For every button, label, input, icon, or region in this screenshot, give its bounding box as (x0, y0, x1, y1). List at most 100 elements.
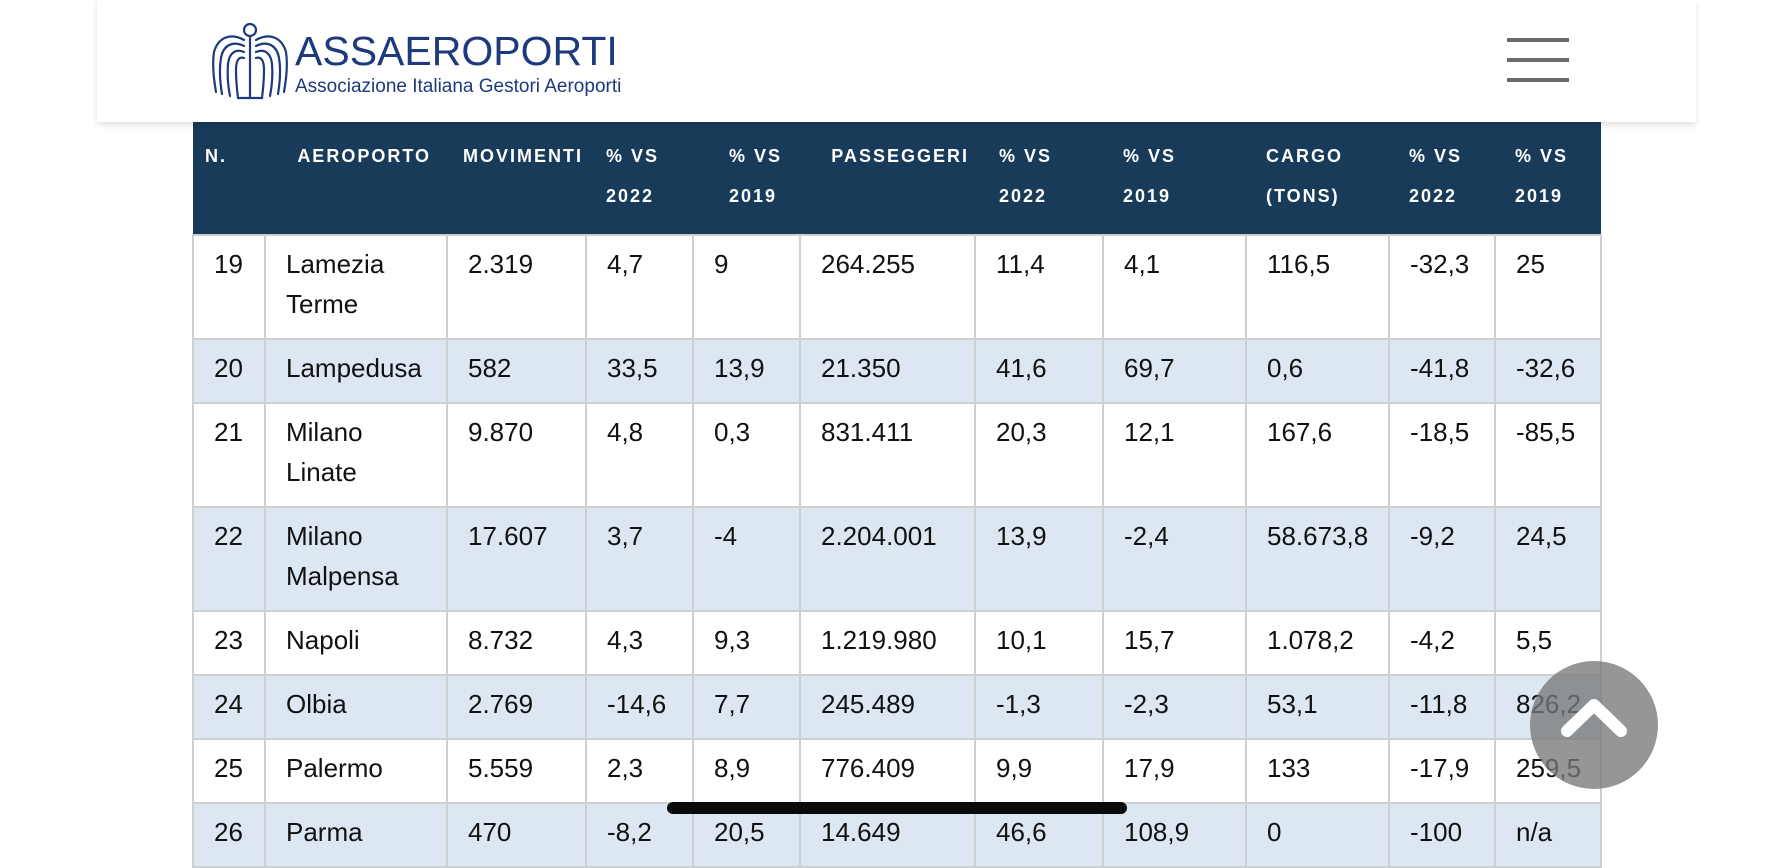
table-cell: 4,8 (585, 402, 694, 508)
column-header-label: % VS (999, 146, 1053, 166)
table-cell: 11,4 (974, 234, 1104, 340)
table-cell: -32,3 (1388, 234, 1496, 340)
table-cell: 2.204.001 (799, 506, 976, 612)
table-cell: 10,1 (974, 610, 1104, 676)
table-cell: 3,7 (585, 506, 694, 612)
column-header: MOVIMENTI (447, 122, 586, 235)
row-number: 22 (192, 506, 266, 612)
table-cell: 15,7 (1102, 610, 1247, 676)
table-cell: 245.489 (799, 674, 976, 740)
column-header-label: AEROPORTO (297, 146, 431, 166)
column-header-label: % VS (606, 146, 660, 166)
column-header-label: 2022 (606, 186, 655, 206)
table-cell: 0 (1245, 802, 1390, 868)
row-number: 19 (192, 234, 266, 340)
table-cell: 12,1 (1102, 402, 1247, 508)
column-header-label: 2019 (1515, 186, 1564, 206)
table-row: 19 Lamezia Terme 2.319 4,7 9 264.255 11,4 4,1 11… (192, 234, 1602, 340)
table-cell: 2,3 (585, 738, 694, 804)
home-indicator[interactable] (667, 802, 1127, 814)
table-cell: -4 (692, 506, 801, 612)
table-row: 24 Olbia 2.769 -14,6 7,7 245.489 -1,3 -2,3 53,1-… (192, 674, 1602, 740)
table-cell: 9.870 (446, 402, 587, 508)
table-cell: 116,5 (1245, 234, 1390, 340)
table-cell: -1,3 (974, 674, 1104, 740)
airport-name: Napoli (264, 610, 448, 676)
table-cell: 9,3 (692, 610, 801, 676)
table-cell: 33,5 (585, 338, 694, 404)
table-cell: 9 (692, 234, 801, 340)
table-cell: -14,6 (585, 674, 694, 740)
chevron-up-icon (1561, 699, 1627, 737)
column-header-label: (TONS) (1266, 186, 1340, 206)
table-cell: -17,9 (1388, 738, 1496, 804)
column-header: N. (193, 122, 265, 235)
column-header-label: 2022 (1409, 186, 1458, 206)
table-cell: 4,7 (585, 234, 694, 340)
table-cell: 776.409 (799, 738, 976, 804)
column-header: CARGO (TONS) (1246, 122, 1389, 235)
table-row: 23 Napoli 8.732 4,3 9,3 1.219.980 10,1 15,7 1.07… (192, 610, 1602, 676)
site-header: ASSAEROPORTI Associazione Italiana Gesto… (97, 0, 1696, 122)
table-row: 21 Milano Linate 9.870 4,8 0,3 831.411 20,3 12,… (192, 402, 1602, 508)
column-header: % VS 2019 (1103, 122, 1246, 235)
table-cell: 133 (1245, 738, 1390, 804)
table-cell: -32,6 (1494, 338, 1602, 404)
column-header-label: % VS (1409, 146, 1463, 166)
table-row: 20 Lampedusa 582 33,5 13,9 21.350 41,6 69,7 0,6-… (192, 338, 1602, 404)
table-cell: 7,7 (692, 674, 801, 740)
column-header-label: % VS (1515, 146, 1569, 166)
column-header-label: 2022 (999, 186, 1048, 206)
table-cell: n/a (1494, 802, 1602, 868)
table-cell: 20,3 (974, 402, 1104, 508)
airport-name: Parma (264, 802, 448, 868)
table-row: 25 Palermo 5.559 2,3 8,9 776.409 9,9 17,9 133 -17… (192, 738, 1602, 804)
table-row: 22 Milano Malpensa 17.607 3,7 -4 2.204.001 13,… (192, 506, 1602, 612)
column-header: PASSEGGERI (800, 122, 975, 235)
airport-name: Olbia (264, 674, 448, 740)
table-cell: 470 (446, 802, 587, 868)
column-header-label: MOVIMENTI (463, 146, 583, 166)
column-header-label: % VS (1123, 146, 1177, 166)
table-cell: 1.078,2 (1245, 610, 1390, 676)
table-cell: 582 (446, 338, 587, 404)
column-header-label: 2019 (1123, 186, 1172, 206)
column-header: % VS 2019 (1495, 122, 1601, 235)
column-header: % VS 2019 (693, 122, 800, 235)
logo-name[interactable]: ASSAEROPORTI (295, 28, 618, 74)
table-cell: 24,5 (1494, 506, 1602, 612)
table-body: 19 Lamezia Terme 2.319 4,7 9 264.255 11,4 4,1 11… (192, 234, 1602, 868)
table-cell: 9,9 (974, 738, 1104, 804)
table-cell: -100 (1388, 802, 1496, 868)
row-number: 23 (192, 610, 266, 676)
hamburger-menu-icon[interactable] (1507, 38, 1569, 82)
eagle-icon[interactable] (210, 18, 290, 102)
table-cell: 1.219.980 (799, 610, 976, 676)
table-cell: 4,1 (1102, 234, 1247, 340)
airport-name: Milano Malpensa (264, 506, 448, 612)
airport-name: Lampedusa (264, 338, 448, 404)
row-number: 26 (192, 802, 266, 868)
logo-tagline: Associazione Italiana Gestori Aeroporti (295, 76, 622, 97)
table-cell: 0,3 (692, 402, 801, 508)
table-cell: -85,5 (1494, 402, 1602, 508)
scroll-to-top-button[interactable] (1530, 661, 1658, 789)
table-cell: 69,7 (1102, 338, 1247, 404)
table-cell: 0,6 (1245, 338, 1390, 404)
column-header: % VS 2022 (975, 122, 1103, 235)
column-header-label: N. (205, 146, 227, 166)
table-cell: -11,8 (1388, 674, 1496, 740)
column-header: % VS 2022 (1389, 122, 1495, 235)
table-cell: -2,4 (1102, 506, 1247, 612)
column-header-label: % VS (729, 146, 783, 166)
airport-name: Lamezia Terme (264, 234, 448, 340)
column-header: % VS 2022 (586, 122, 693, 235)
table-header-row: N. AEROPORTO MOVIMENTI % VS 2022 % VS 2019 PASS… (193, 122, 1601, 235)
column-header-label: CARGO (1266, 146, 1343, 166)
table-cell: 2.319 (446, 234, 587, 340)
table-cell: 264.255 (799, 234, 976, 340)
table-cell: 8,9 (692, 738, 801, 804)
table-cell: 8.732 (446, 610, 587, 676)
column-header-label: 2019 (729, 186, 778, 206)
table-cell: 5,5 (1494, 610, 1602, 676)
